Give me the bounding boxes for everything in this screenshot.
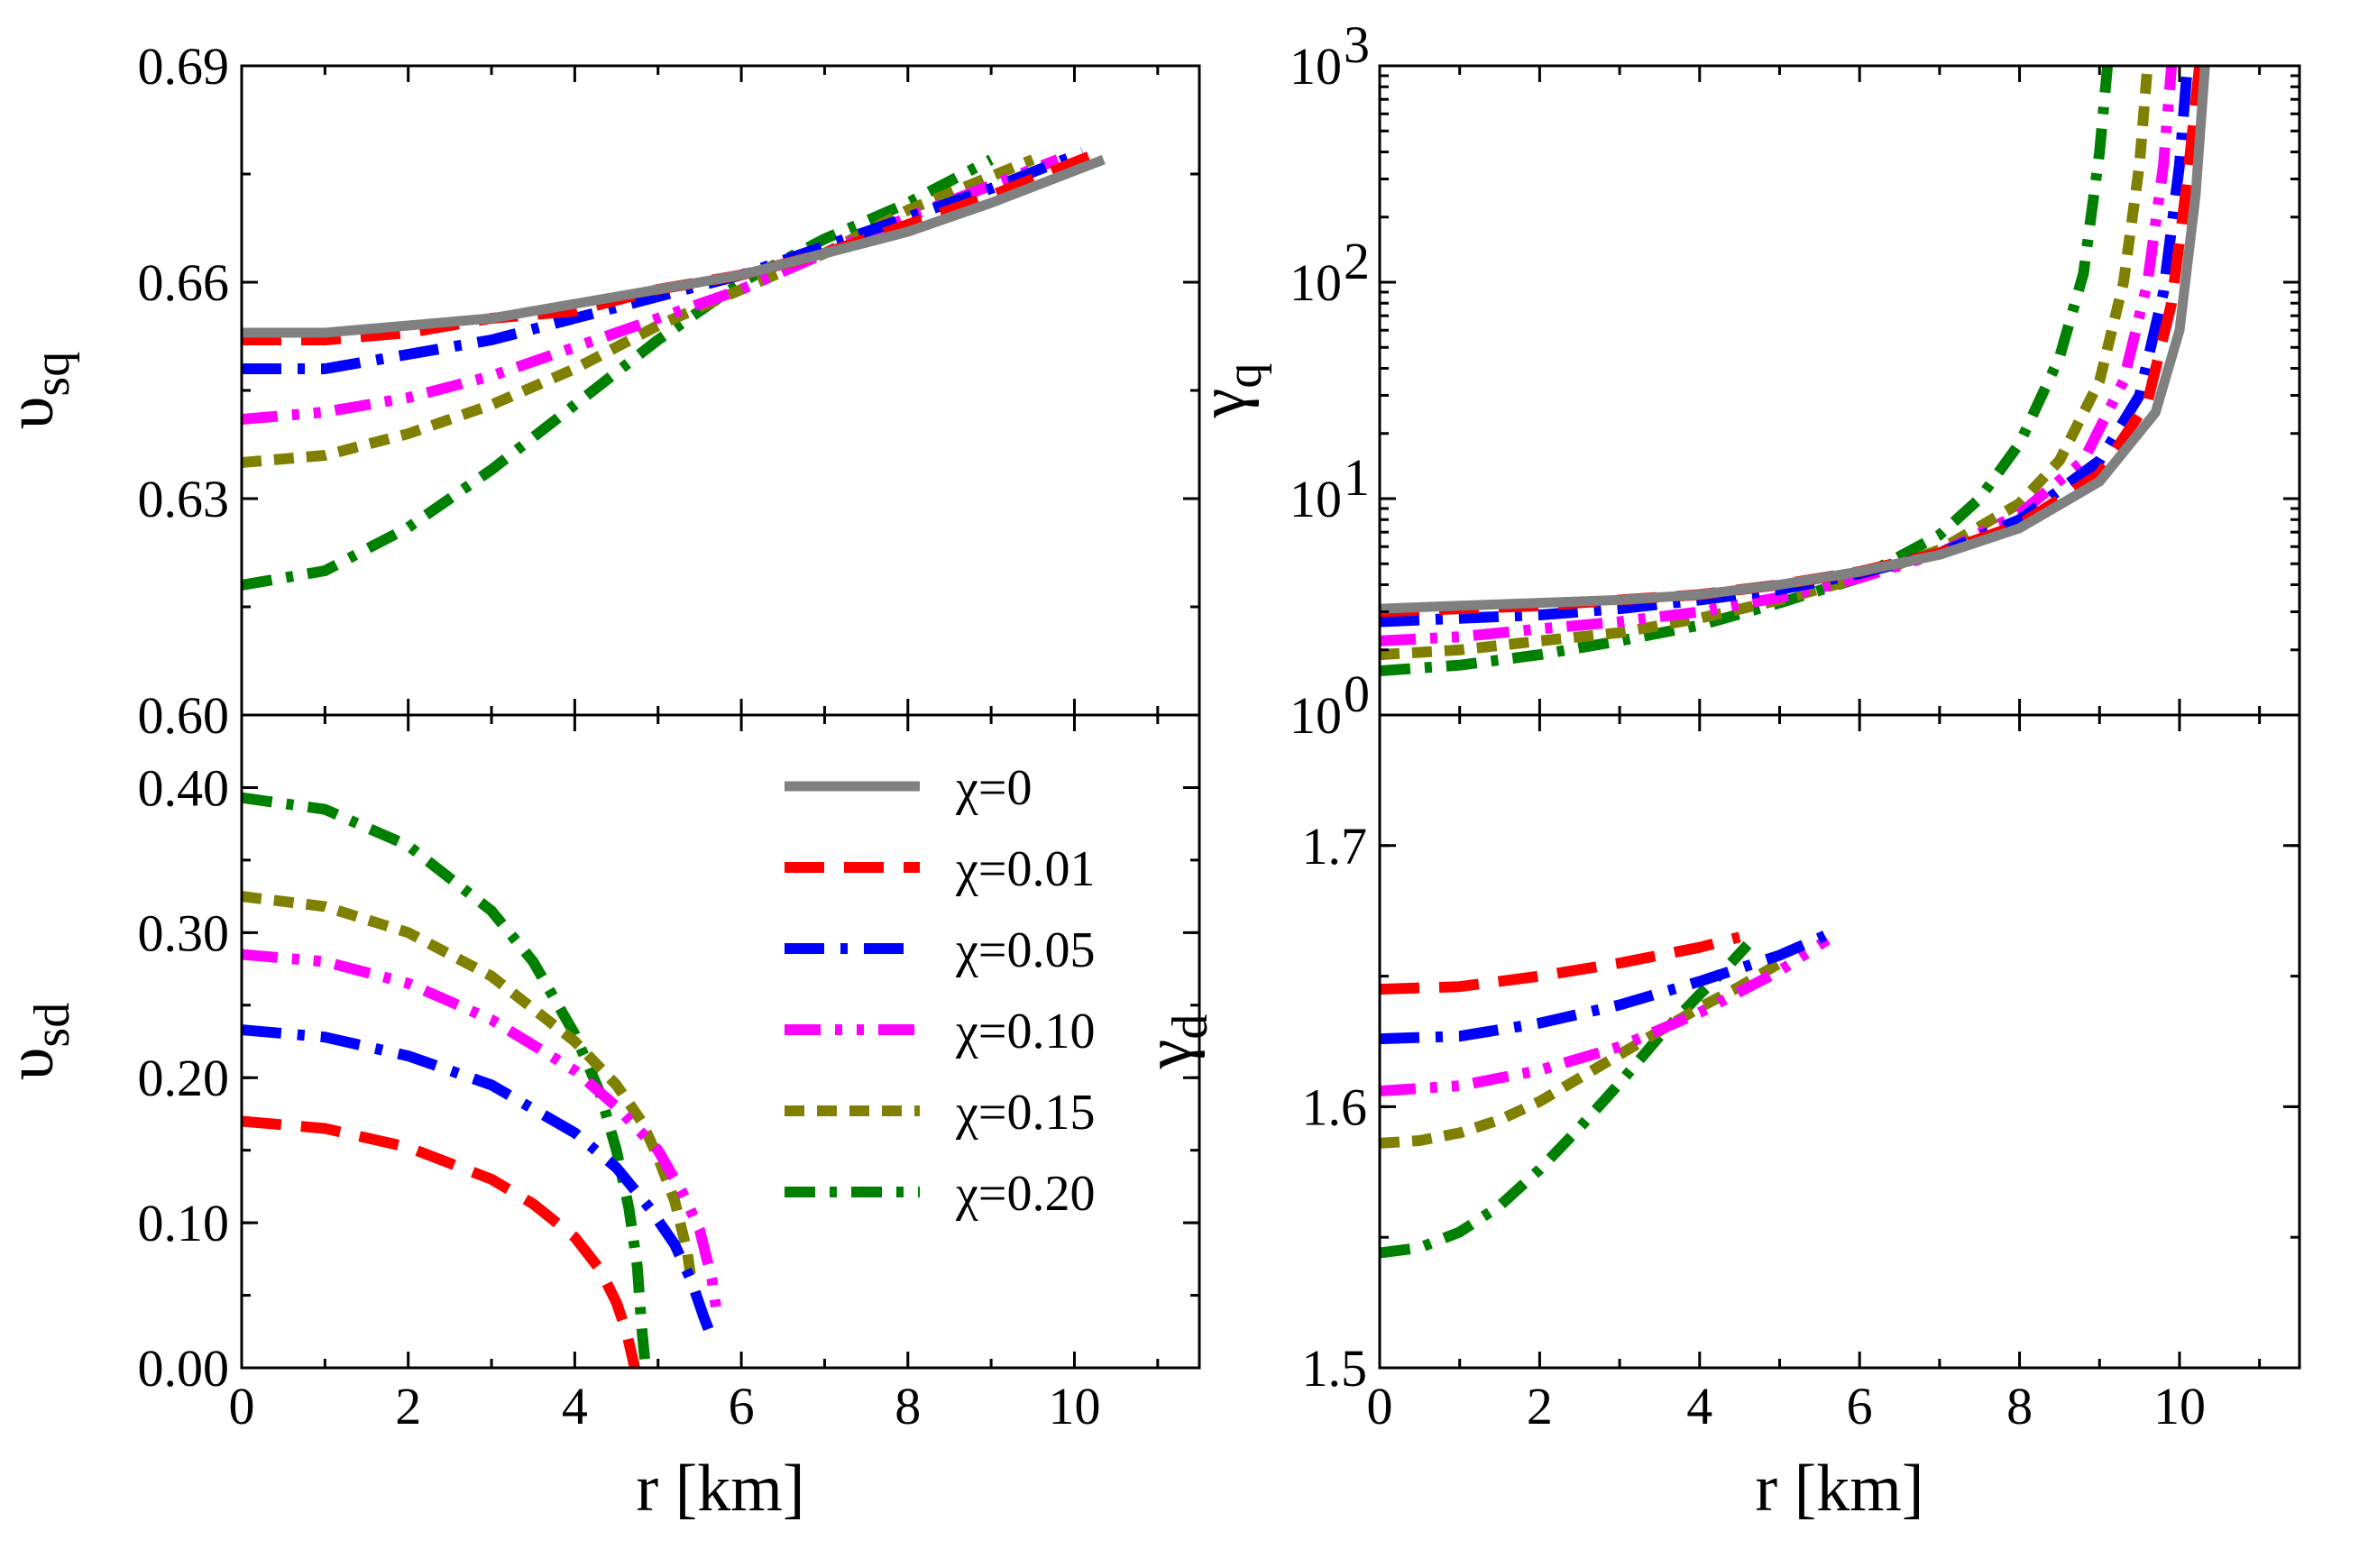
y-axis-title-vsq: υsq: [0, 352, 80, 429]
y-tick-label-vsq: 0.60: [138, 686, 230, 745]
y-tick-label-vsd: 0.00: [138, 1339, 230, 1398]
series-line-gq-5: [1380, 66, 2210, 614]
legend-label: χ=0: [955, 760, 1032, 816]
y-axis-title-gd: γd: [1132, 1014, 1218, 1070]
x-tick-label-vsd: 8: [895, 1377, 921, 1435]
series-line-gq-2: [1380, 66, 2178, 646]
series-line-gq-1: [1380, 66, 2153, 661]
series-line-vsd-1: [242, 891, 697, 1282]
y-tick-label-gq: 10: [1290, 253, 1342, 312]
y-tick-label-vsd: 0.40: [138, 758, 230, 817]
panel-gd: 0 2 4 6 8 10 1.5 1.6 1.7 γd r [km]: [1132, 713, 2301, 1526]
x-tick-label-gd: 6: [1847, 1377, 1873, 1435]
y-axis-title-vsd: υsd: [0, 1003, 80, 1080]
series-line-vsq-2: [242, 154, 1060, 425]
series-line-gd-0: [1380, 940, 1752, 1259]
y-tick-label-gq: 10: [1290, 686, 1342, 745]
y-tick-exponent-gq: 2: [1344, 232, 1370, 290]
x-tick-label-gd: 0: [1367, 1377, 1393, 1435]
x-tick-label-vsd: 4: [562, 1377, 588, 1435]
y-tick-label-vsd: 0.30: [138, 903, 230, 962]
x-tick-label-vsd: 10: [1048, 1377, 1100, 1435]
series-line-gq-3: [1380, 66, 2193, 628]
plot-frame-gd: [1378, 713, 2301, 1370]
x-tick-label-vsd: 6: [729, 1377, 755, 1435]
series-line-vsd-2: [242, 949, 722, 1311]
x-tick-label-gd: 8: [2006, 1377, 2033, 1435]
x-tick-label-gd: 2: [1527, 1377, 1553, 1435]
series-line-vsd-4: [242, 1115, 640, 1368]
legend-label: χ=0.05: [955, 922, 1095, 978]
y-tick-label-vsq: 0.63: [138, 470, 230, 528]
series-line-vsd-0: [242, 792, 651, 1368]
y-tick-label-gd: 1.6: [1302, 1077, 1368, 1136]
legend-label: χ=0.10: [955, 1004, 1095, 1059]
y-tick-label-gd: 1.5: [1302, 1339, 1368, 1398]
legend: χ=0 χ=0.01 χ=0.05 χ=0.10 χ=0.15 χ=0.20: [785, 760, 1095, 1222]
series-line-gd-1: [1380, 958, 1783, 1149]
series-line-vsq-3: [242, 147, 1085, 374]
plot-frame-vsd: [240, 713, 1201, 1370]
x-axis-title-gd: r [km]: [1756, 1452, 1924, 1526]
series-line-vsq-5: [242, 154, 1106, 338]
y-tick-exponent-gq: 0: [1344, 665, 1370, 723]
series-line-vsq-1: [242, 154, 1035, 468]
x-tick-label-gd: 10: [2153, 1377, 2206, 1435]
panel-vsq: 0.60 0.63 0.66 0.69 υsq: [0, 37, 1201, 745]
series-line-gq-4: [1380, 66, 2206, 618]
x-axis-title-vsd: r [km]: [637, 1452, 805, 1526]
y-tick-label-vsd: 0.10: [138, 1194, 230, 1252]
y-tick-label-gq: 10: [1290, 37, 1342, 96]
panel-vsd: 0 2 4 6 8 10 0.00 0.10 0.20 0.30 0.40 υsd r [km]: [0, 713, 1201, 1526]
y-tick-label-vsq: 0.69: [138, 37, 230, 96]
y-tick-label-vsq: 0.66: [138, 253, 230, 312]
y-tick-exponent-gq: 1: [1344, 448, 1370, 507]
y-axis-title-gq: γq: [1186, 363, 1272, 419]
series-line-gd-4: [1380, 931, 1741, 995]
y-tick-label-gq: 10: [1290, 470, 1342, 528]
series-line-gd-2: [1380, 935, 1831, 1096]
legend-label: χ=0.15: [955, 1085, 1095, 1141]
y-tick-label-vsd: 0.20: [138, 1049, 230, 1107]
legend-label: χ=0.20: [955, 1166, 1095, 1222]
x-tick-label-vsd: 0: [229, 1377, 255, 1435]
x-tick-label-gd: 4: [1686, 1377, 1712, 1435]
y-tick-exponent-gq: 3: [1344, 15, 1370, 74]
y-tick-label-gd: 1.7: [1302, 817, 1368, 876]
legend-label: χ=0.01: [955, 841, 1095, 897]
series-line-vsd-3: [242, 1024, 718, 1341]
series-line-gd-3: [1380, 929, 1831, 1045]
x-tick-label-vsd: 2: [395, 1377, 421, 1435]
series-line-gq-0: [1380, 66, 2114, 676]
